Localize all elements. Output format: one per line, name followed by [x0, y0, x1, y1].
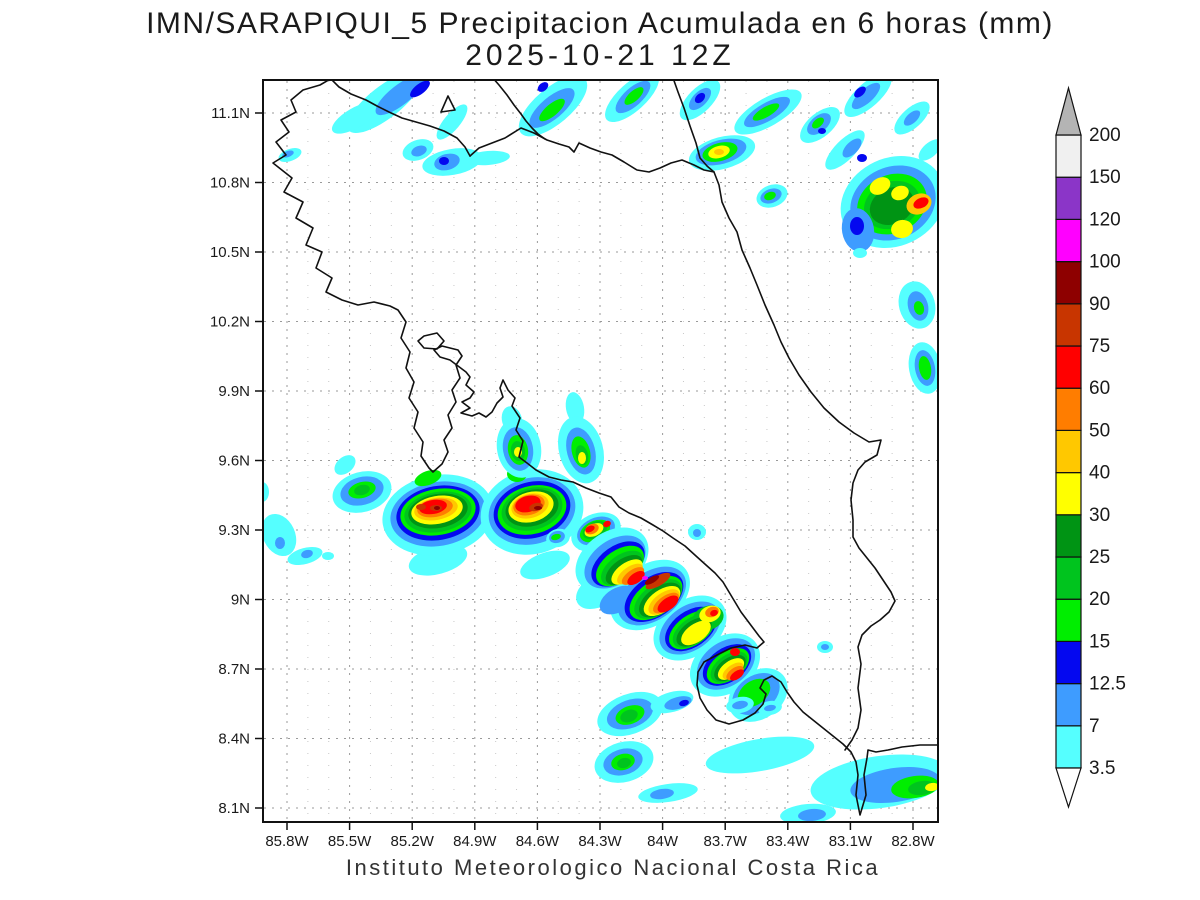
colorbar-level-label: 40: [1089, 463, 1110, 484]
colorbar-level-label: 90: [1089, 294, 1110, 315]
lat-tick-label: 8.4N: [218, 731, 250, 748]
lat-tick-label: 8.7N: [218, 661, 250, 678]
colorbar-segment: [1055, 472, 1082, 516]
colorbar-level-label: 120: [1089, 209, 1121, 230]
coastline: [272, 81, 937, 816]
colorbar-level-label: 12.5: [1089, 674, 1126, 695]
lon-tick-label: 83.1W: [829, 833, 873, 850]
lat-tick-label: 9.3N: [218, 522, 250, 539]
lat-tick-label: 10.8N: [210, 175, 250, 192]
colorbar-level-label: 15: [1089, 631, 1110, 652]
colorbar-under-arrow: [1055, 767, 1082, 809]
axis-ticks: [255, 112, 914, 830]
lat-tick-label: 9N: [231, 592, 250, 609]
colorbar-segment: [1055, 134, 1082, 178]
figure-title: IMN/SARAPIQUI_5 Precipitacion Acumulada …: [146, 7, 1054, 40]
colorbar-segment: [1055, 176, 1082, 220]
lon-tick-label: 83.4W: [766, 833, 810, 850]
colorbar-level-label: 25: [1089, 547, 1110, 568]
ometepe-island: [440, 95, 456, 113]
colorbar-segment: [1055, 261, 1082, 305]
axis-labels: 85.8W 85.5W 85.2W 84.9W 84.6W 84.3W 84W 83.7W 83…: [210, 105, 936, 850]
caribbean-coast: [673, 81, 896, 751]
lake-nicaragua-sw-shore: [331, 81, 471, 157]
lat-tick-label: 10.2N: [210, 314, 250, 331]
colorbar-level-label: 3.5: [1089, 758, 1115, 779]
colorbar-segment: [1055, 514, 1082, 558]
lon-tick-label: 84.6W: [516, 833, 560, 850]
colorbar-segment: [1055, 429, 1082, 474]
pacific-coast-and-borders: [272, 81, 937, 816]
colorbar-level-label: 150: [1089, 167, 1121, 188]
colorbar-level-label: 50: [1089, 420, 1110, 441]
lon-tick-label: 85.5W: [328, 833, 372, 850]
colorbar-level-label: 200: [1089, 125, 1121, 146]
lon-tick-label: 84W: [647, 833, 679, 850]
colorbar-segment: [1055, 218, 1082, 263]
lon-tick-label: 85.2W: [391, 833, 435, 850]
lon-tick-label: 82.8W: [891, 833, 935, 850]
figure-subtitle: 2025-10-21 12Z: [465, 39, 735, 72]
lat-tick-label: 8.1N: [218, 800, 250, 817]
lake-nicaragua-ne-shore: [494, 81, 546, 140]
chira-island: [417, 332, 445, 350]
lat-tick-label: 11.1N: [211, 105, 250, 122]
precipitation-field: [264, 81, 937, 821]
lat-tick-label: 9.6N: [218, 453, 250, 470]
colorbar-level-label: 7: [1089, 716, 1100, 737]
figure-text: IMN/SARAPIQUI_5 Precipitacion Acumulada …: [146, 7, 1054, 880]
colorbar-level-label: 20: [1089, 589, 1110, 610]
lat-tick-label: 10.5N: [210, 244, 250, 261]
lon-tick-label: 84.3W: [578, 833, 622, 850]
lat-tick-label: 9.9N: [218, 383, 250, 400]
colorbar-level-label: 30: [1089, 505, 1110, 526]
nicaragua-border: [469, 127, 715, 173]
colorbar-legend: 3.5 7 12.5 15 20 25 30 40 50 60 75 90 100 120 150 200: [1055, 85, 1126, 809]
colorbar-segment: [1055, 556, 1082, 600]
colorbar-segment: [1055, 682, 1082, 727]
colorbar-level-label: 75: [1089, 336, 1110, 357]
colorbar-level-label: 100: [1089, 252, 1121, 273]
lon-tick-label: 83.7W: [704, 833, 748, 850]
colorbar-level-label: 60: [1089, 378, 1110, 399]
figure-footer: Instituto Meteorologico Nacional Costa R…: [346, 855, 880, 880]
colorbar-over-arrow: [1055, 85, 1082, 136]
lon-tick-label: 85.8W: [265, 833, 309, 850]
colorbar-segment: [1055, 725, 1082, 769]
colorbar-segment: [1055, 640, 1082, 685]
colorbar-segment: [1055, 303, 1082, 347]
colorbar-segment: [1055, 345, 1082, 389]
lon-tick-label: 84.9W: [453, 833, 497, 850]
colorbar-segment: [1055, 598, 1082, 643]
colorbar-segment: [1055, 387, 1082, 432]
